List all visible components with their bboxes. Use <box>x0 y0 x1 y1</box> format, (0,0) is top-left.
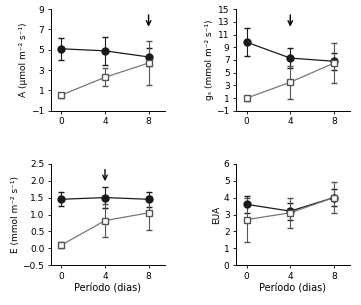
Y-axis label: A (µmol m⁻² s⁻¹): A (µmol m⁻² s⁻¹) <box>19 23 28 97</box>
Y-axis label: E (mmol m⁻² s⁻¹): E (mmol m⁻² s⁻¹) <box>10 176 19 253</box>
Y-axis label: gₛ (mmol m⁻² s⁻¹): gₛ (mmol m⁻² s⁻¹) <box>205 20 213 100</box>
X-axis label: Período (dias): Período (dias) <box>74 283 141 293</box>
X-axis label: Período (dias): Período (dias) <box>260 283 326 293</box>
Y-axis label: EUA: EUA <box>212 205 221 224</box>
